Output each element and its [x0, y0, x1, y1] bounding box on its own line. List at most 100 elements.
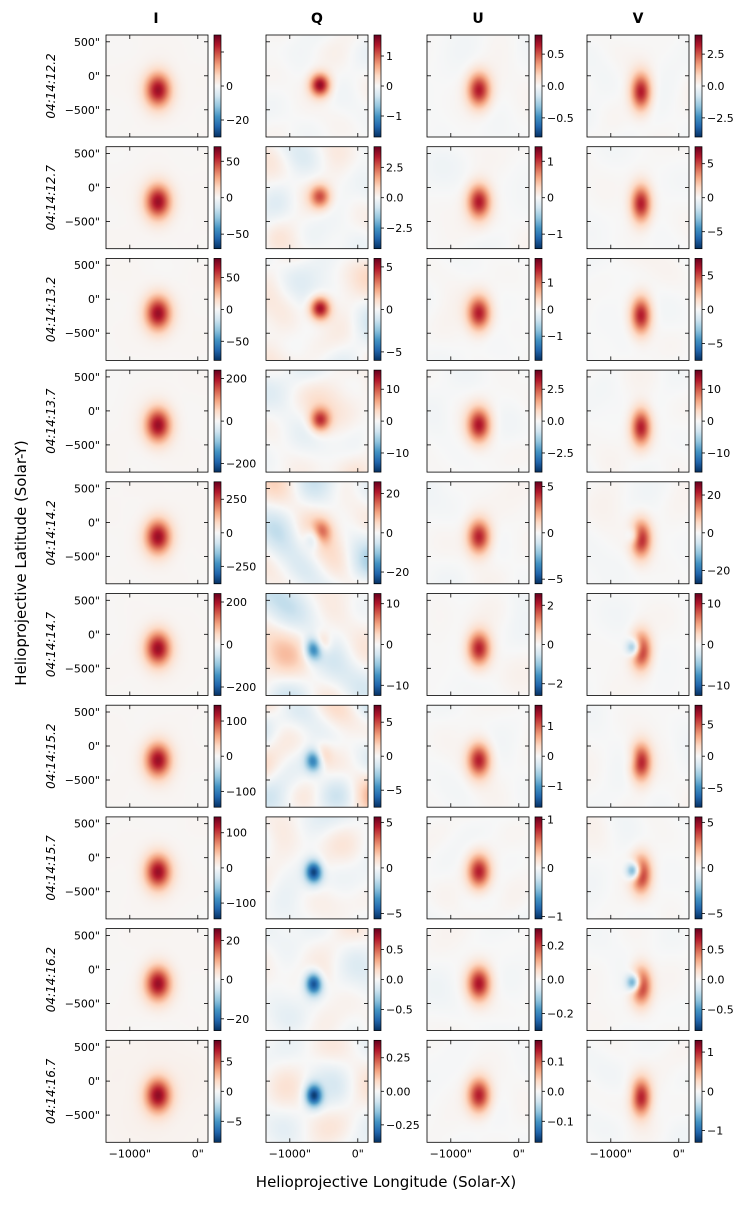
colorbar-tick-label: 0 [226, 415, 233, 428]
colorbar-tick-label: 50 [226, 272, 240, 285]
panel-frame [586, 593, 690, 696]
colorbar-tick-label: 0.25 [386, 1052, 411, 1065]
stokes-map-u-3 [427, 370, 529, 473]
colorbar-tick-label: −5 [386, 907, 402, 920]
y-tick-label: 500" [74, 483, 100, 496]
colorbar-tick-label: −10 [386, 447, 409, 460]
y-tick-label: 0" [88, 517, 100, 530]
stokes-map-q-0 [266, 35, 368, 137]
stokes-map-i-8 [106, 928, 208, 1031]
colorbar-tick-label: −20 [386, 566, 409, 579]
colorbar-tick-label: 0.5 [707, 944, 725, 957]
colorbar-tick-label: 0 [707, 862, 714, 875]
colorbar [694, 816, 703, 920]
row-label-1: 04:14:12.7 [44, 165, 58, 231]
colorbar [213, 258, 222, 361]
panel-frame [105, 928, 209, 1031]
colorbar-tick-label: −10 [386, 679, 409, 692]
colorbar-tick-label: 0 [386, 750, 393, 763]
panel-frame [426, 257, 530, 361]
column-title-v: V [633, 11, 644, 27]
colorbar-tick-label: 10 [707, 598, 721, 611]
colorbar-tick-label: 200 [226, 373, 247, 386]
row-label-2: 04:14:13.2 [44, 277, 58, 342]
colorbar-tick-label: 0 [226, 639, 233, 652]
colorbar [694, 34, 703, 138]
colorbar [694, 481, 703, 585]
row-label-5: 04:14:14.7 [44, 611, 58, 677]
colorbar [534, 34, 543, 138]
colorbar [373, 593, 382, 696]
panel-frame [426, 481, 530, 585]
colorbar-tick-label: −20 [707, 565, 730, 578]
colorbar [373, 258, 382, 361]
colorbar-tick-label: 0 [707, 415, 714, 428]
colorbar [373, 704, 382, 808]
stokes-map-u-8 [427, 928, 529, 1031]
y-tick-label: 0" [88, 628, 100, 641]
stokes-map-v-3 [587, 370, 689, 473]
colorbar-tick-label: 0 [547, 750, 554, 763]
colorbar-tick-label: 250 [226, 493, 247, 506]
y-tick-label: 500" [74, 148, 100, 161]
y-tick-label: 0" [88, 740, 100, 753]
stokes-map-i-9 [106, 1040, 208, 1143]
colorbar-tick-label: 0 [226, 527, 233, 540]
panel-frame [265, 34, 369, 138]
colorbar-tick-label: −5 [707, 907, 723, 920]
colorbar-tick-label: 0.0 [547, 80, 565, 93]
y-tick-label: 500" [74, 259, 100, 272]
colorbar-tick-label: −2 [547, 678, 563, 691]
colorbar [534, 146, 543, 250]
stokes-map-v-2 [587, 258, 689, 361]
y-tick-label: −500" [65, 997, 100, 1010]
colorbar-tick-label: 0.00 [386, 1085, 411, 1098]
colorbar-tick-label: 5 [707, 816, 714, 829]
stokes-map-i-6 [106, 705, 208, 808]
stokes-map-v-1 [587, 146, 689, 249]
colorbar-tick-label: 0 [226, 862, 233, 875]
colorbar [694, 146, 703, 250]
panel-frame [426, 146, 530, 250]
colorbar-tick-label: 0 [386, 415, 393, 428]
y-tick-label: −500" [65, 551, 100, 564]
panel-frame [426, 34, 530, 138]
panel-frame [105, 257, 209, 361]
colorbar [534, 258, 543, 361]
colorbar-tick-label: −0.25 [386, 1119, 420, 1132]
stokes-map-u-7 [427, 816, 529, 919]
colorbar-tick-label: −200 [226, 681, 256, 694]
stokes-map-i-7 [106, 816, 208, 919]
panel-frame [105, 481, 209, 585]
colorbar [534, 816, 543, 920]
colorbar [373, 481, 382, 585]
y-tick-label: 500" [74, 371, 100, 384]
colorbar-tick-label: −5 [707, 782, 723, 795]
stokes-map-u-4 [427, 481, 529, 584]
colorbar-tick-label: −0.1 [547, 1115, 574, 1128]
panel-frame [426, 369, 530, 473]
colorbar-tick-label: 200 [226, 596, 247, 609]
row-label-8: 04:14:16.2 [44, 947, 58, 1012]
stokes-map-u-5 [427, 593, 529, 696]
colorbar-tick-label: 0.0 [707, 80, 725, 93]
x-tick-label: −1000" [269, 1147, 311, 1160]
colorbar-tick-label: 0 [226, 303, 233, 316]
colorbar-tick-label: 0 [226, 974, 233, 987]
panel-frame [586, 1039, 690, 1143]
colorbar-tick-label: −50 [226, 335, 249, 348]
y-tick-label: −500" [65, 104, 100, 117]
panel-frame [265, 369, 369, 473]
x-tick-label: 0" [192, 1147, 204, 1160]
panel-frame [265, 928, 369, 1031]
y-tick-label: 0" [88, 182, 100, 195]
x-tick-label: −1000" [430, 1147, 472, 1160]
panel-frame [426, 593, 530, 696]
colorbar [694, 1039, 703, 1143]
colorbar-tick-label: 0 [707, 750, 714, 763]
colorbar [534, 1039, 543, 1143]
colorbar-tick-label: −0.5 [386, 1004, 413, 1017]
panel-frame [586, 257, 690, 361]
stokes-map-q-2 [266, 258, 368, 361]
